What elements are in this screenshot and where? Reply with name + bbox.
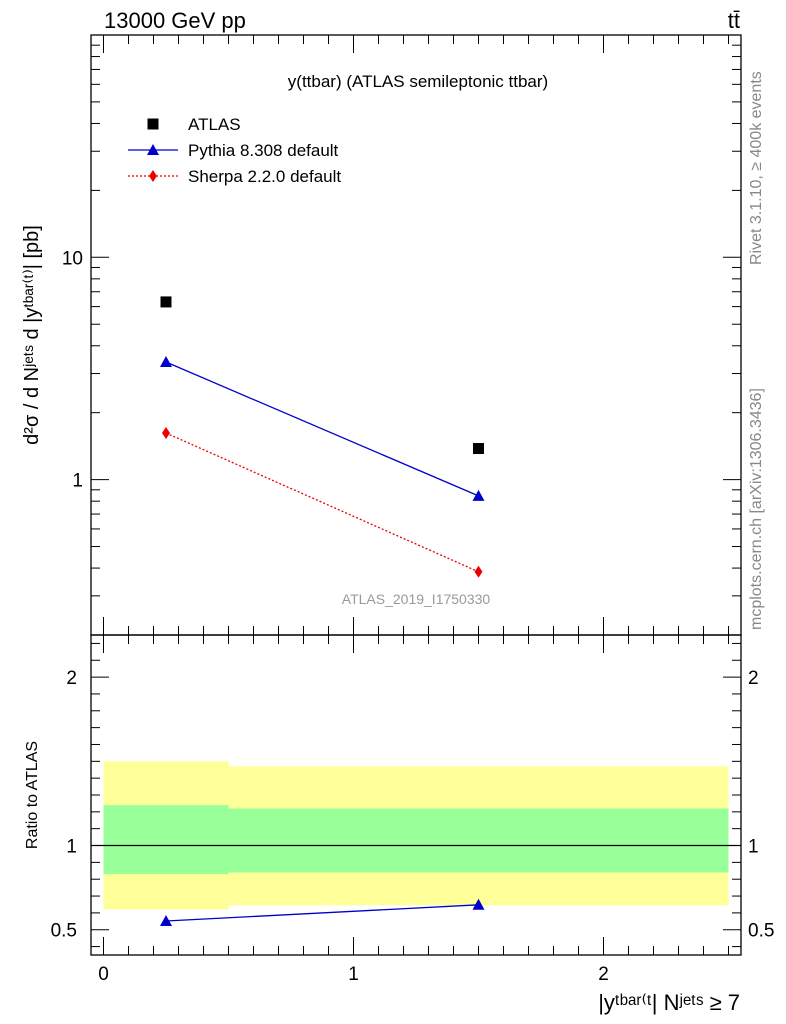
legend-label: Sherpa 2.2.0 default [188, 167, 341, 186]
sherpa-point [162, 427, 170, 440]
x-axis-label: |yᵗᵇᵃʳ⁽ᵗ| Nʲᵉᵗˢ ≥ 7 [598, 990, 740, 1015]
main-y-axis-label: d²σ / d Nʲᵉᵗˢ d |yᵗᵇᵃʳ⁽ᵗ⁾| [pb] [21, 225, 43, 445]
y-tick-label: 10 [62, 248, 83, 269]
main-plot-title: y(ttbar) (ATLAS semileptonic ttbar) [288, 72, 548, 91]
ratio-y-tick-label-right: 2 [748, 668, 759, 689]
main-y-axis-ticks: 1 10 [62, 35, 741, 636]
uncertainty-band-green [228, 808, 729, 873]
pythia-point [472, 489, 485, 501]
legend-marker [147, 144, 159, 155]
pythia-point [160, 356, 172, 368]
atlas-point [160, 296, 172, 308]
sherpa-line [165, 432, 479, 573]
ratio-y-tick-label-left: 1 [66, 837, 77, 858]
ratio-plot-content [91, 761, 741, 926]
ratio-y-tick-label-right: 1 [748, 837, 759, 858]
mcplots-label: mcplots.cern.ch [arXiv:1306.3436] [748, 388, 765, 630]
ratio-y-tick-label-right: 0.5 [748, 921, 774, 942]
legend-label: Pythia 8.308 default [188, 141, 339, 160]
rivet-label: Rivet 3.1.10, ≥ 400k events [748, 71, 765, 265]
atlas-point [473, 443, 484, 455]
y-tick-label: 1 [72, 471, 83, 492]
ratio-y-tick-label-left: 2 [66, 668, 77, 689]
main-plot-content [160, 296, 485, 578]
legend: ATLAS Pythia 8.308 default Sherpa 2.2.0 de… [128, 115, 341, 186]
ratio-pythia-line [165, 904, 479, 922]
ratio-plot-panel: Ratio to ATLAS |yᵗᵇᵃʳ⁽ᵗ| Nʲᵉᵗˢ ≥ 7 0.5 0.… [24, 634, 774, 1015]
legend-marker [147, 118, 159, 130]
ratio-y-tick-label-left: 0.5 [51, 921, 77, 942]
ratio-pythia-point [472, 898, 485, 910]
header-left: 13000 GeV pp [104, 8, 246, 33]
x-tick-label: 0 [98, 964, 109, 985]
ratio-y-axis-label: Ratio to ATLAS [24, 741, 41, 849]
ratio-pythia-point [160, 914, 172, 926]
ratio-axis-ticks: 0.5 0.5 1 1 2 2 0 1 2 [51, 635, 774, 985]
uncertainty-band-green [103, 805, 229, 875]
sherpa-point [474, 565, 483, 578]
x-tick-label: 1 [348, 964, 359, 985]
legend-label: ATLAS [188, 115, 241, 134]
legend-marker [149, 170, 157, 182]
analysis-watermark: ATLAS_2019_I1750330 [342, 591, 491, 607]
header-right: tt̄ [728, 8, 740, 33]
main-plot-panel: y(ttbar) (ATLAS semileptonic ttbar) ATLA… [21, 34, 742, 636]
pythia-line [165, 361, 479, 497]
x-tick-label: 2 [598, 964, 609, 985]
